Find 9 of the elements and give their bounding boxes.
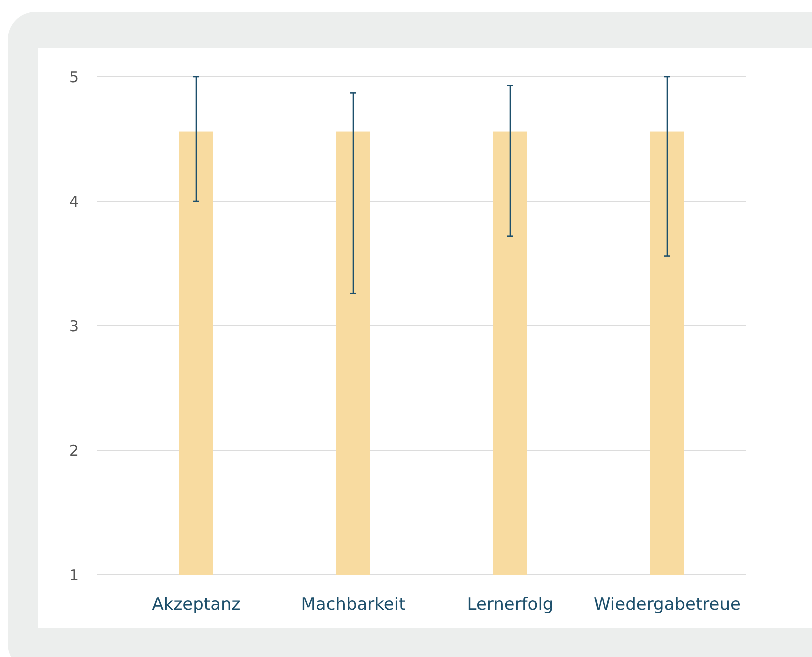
y-tick-label: 2 [69,442,79,460]
y-tick-label: 1 [69,566,79,584]
x-tick-label: Machbarkeit [301,595,406,615]
x-tick-label: Akzeptanz [152,595,241,615]
y-tick-label: 3 [69,317,79,336]
y-tick-label: 5 [69,68,79,86]
y-tick-label: 4 [69,192,79,211]
x-tick-label: Lernerfolg [467,595,554,615]
x-tick-label: Wiedergabetreue [594,595,741,615]
